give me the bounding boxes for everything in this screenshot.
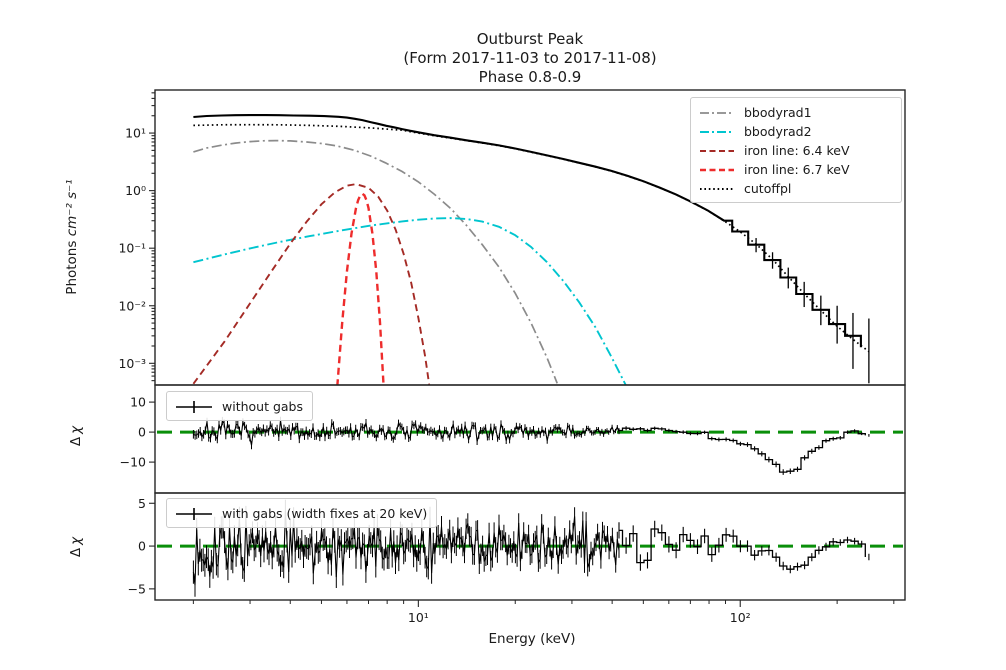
y-tick-label: 0 — [138, 425, 146, 440]
legend-entry-cutoffpl: cutoffpl — [698, 179, 892, 198]
chart-title: Outburst Peak (Form 2017-11-03 to 2017-1… — [155, 30, 905, 87]
legend-entry-without-gabs: without gabs — [174, 397, 303, 416]
legend-label: with gabs (width fixes at 20 keV) — [222, 506, 428, 521]
x-axis-label: Energy (keV) — [488, 631, 576, 647]
y-tick-label: 10⁻¹ — [118, 241, 146, 256]
errorbar-marker-sample — [176, 507, 212, 520]
y-tick-label: 10 — [130, 395, 146, 410]
ylabel-unit-s: s⁻¹ — [64, 179, 80, 199]
delta-symbol: Δ — [68, 436, 84, 447]
curve-iron-line-6-7-kev — [336, 192, 385, 385]
y-axis-label-spectrum: Photons cm⁻² s⁻¹ — [64, 179, 80, 294]
legend-label: without gabs — [222, 399, 304, 414]
ylabel-prefix: Photons — [64, 240, 80, 295]
legend-spectrum: bbodyrad1 bbodyrad2 iron line: 6.4 keV i… — [690, 97, 902, 203]
y-tick-label: −5 — [128, 581, 146, 596]
chi-symbol: χ — [68, 425, 84, 434]
title-line-3: Phase 0.8-0.9 — [478, 68, 582, 86]
dashdot-line-sample — [700, 111, 734, 114]
residual-steps — [619, 427, 866, 473]
legend-residual-1: without gabs — [166, 391, 314, 421]
errorbar-marker-sample — [176, 400, 212, 413]
residual-errorbars — [192, 416, 620, 450]
legend-entry-iron-67: iron line: 6.7 keV — [698, 160, 892, 179]
y-tick-label: 0 — [138, 539, 146, 554]
delta-symbol: Δ — [68, 547, 84, 558]
curve-bbodyrad2 — [193, 217, 627, 385]
legend-entry-bbodyrad2: bbodyrad2 — [698, 122, 892, 141]
residual-panel-1 — [157, 416, 903, 475]
residual-trace — [193, 419, 620, 446]
curve-bbodyrad1 — [193, 139, 558, 384]
legend-label: iron line: 6.7 keV — [744, 162, 850, 177]
x-tick-label: 10¹ — [408, 610, 429, 625]
y-tick-label: 10⁻³ — [118, 356, 146, 371]
legend-label: bbodyrad2 — [744, 124, 812, 139]
title-line-2: (Form 2017-11-03 to 2017-11-08) — [403, 49, 657, 67]
legend-residual-2: with gabs (width fixes at 20 keV) — [166, 498, 438, 528]
y-tick-label: −10 — [120, 455, 146, 470]
x-tick-label: 10² — [730, 610, 751, 625]
dotted-line-sample — [700, 187, 734, 190]
dashed-line-sample — [700, 149, 734, 152]
residual-steps — [619, 528, 866, 570]
legend-entry-with-gabs: with gabs (width fixes at 20 keV) — [174, 504, 427, 523]
legend-label: bbodyrad1 — [744, 105, 812, 120]
spectrum-panel — [192, 114, 870, 385]
y-tick-label: 5 — [138, 496, 146, 511]
legend-label: iron line: 6.4 keV — [744, 143, 850, 158]
chi-symbol: χ — [68, 536, 84, 545]
y-tick-label: 10⁻² — [118, 298, 146, 313]
residual-errorbars — [618, 426, 870, 475]
legend-entry-iron-64: iron line: 6.4 keV — [698, 141, 892, 160]
y-axis-label-residual-1: Δχ — [68, 426, 84, 446]
title-line-1: Outburst Peak — [476, 30, 584, 48]
dashdot-line-sample — [700, 130, 734, 133]
y-axis-label-residual-2: Δχ — [68, 537, 84, 557]
residual-errorbars — [618, 520, 870, 574]
legend-label: cutoffpl — [744, 181, 792, 196]
legend-entry-bbodyrad1: bbodyrad1 — [698, 103, 892, 122]
y-tick-label: 10¹ — [125, 126, 146, 141]
curve-iron-line-6-4-kev — [192, 183, 431, 385]
dashed-line-sample — [700, 168, 734, 171]
y-tick-label: 10⁰ — [125, 183, 146, 198]
ylabel-unit-cm: cm⁻² — [64, 203, 80, 237]
